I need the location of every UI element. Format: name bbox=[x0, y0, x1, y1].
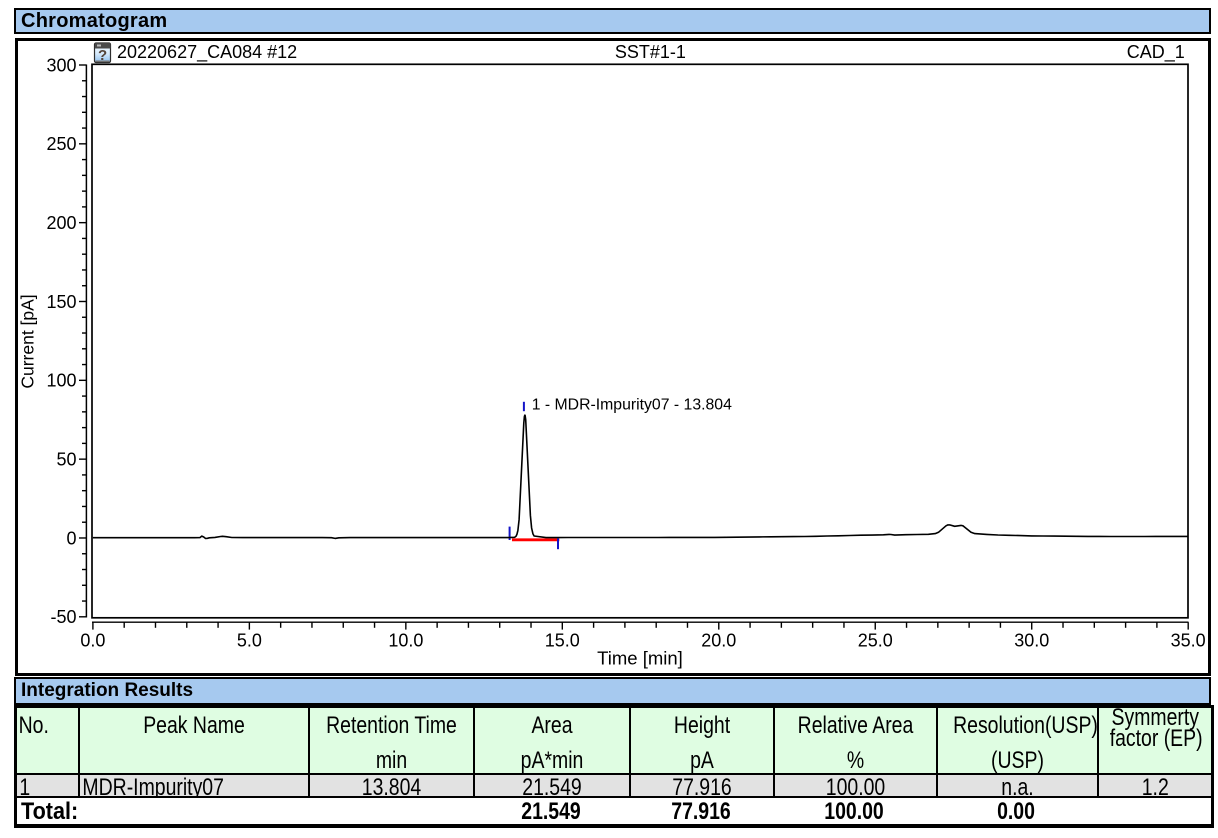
svg-text:50: 50 bbox=[56, 450, 76, 470]
svg-text:-50: -50 bbox=[50, 607, 76, 627]
svg-text:Current [pA]: Current [pA] bbox=[18, 294, 38, 388]
svg-text:35.0: 35.0 bbox=[1171, 631, 1206, 651]
svg-text:100: 100 bbox=[46, 371, 76, 391]
svg-text:30.0: 30.0 bbox=[1014, 631, 1049, 651]
svg-text:150: 150 bbox=[46, 292, 76, 312]
svg-text:10.0: 10.0 bbox=[388, 631, 423, 651]
svg-text:200: 200 bbox=[46, 213, 76, 233]
svg-text:20220627_CA084 #12: 20220627_CA084 #12 bbox=[117, 42, 297, 63]
svg-text:0.0: 0.0 bbox=[80, 631, 105, 651]
svg-text:250: 250 bbox=[46, 134, 76, 154]
svg-text:?: ? bbox=[98, 47, 107, 64]
svg-text:SST#1-1: SST#1-1 bbox=[615, 42, 686, 62]
svg-text:1 - MDR-Impurity07 - 13.804: 1 - MDR-Impurity07 - 13.804 bbox=[532, 397, 732, 414]
svg-text:20.0: 20.0 bbox=[701, 631, 736, 651]
svg-text:CAD_1: CAD_1 bbox=[1127, 42, 1185, 63]
svg-text:25.0: 25.0 bbox=[858, 631, 893, 651]
svg-text:0: 0 bbox=[66, 528, 76, 548]
svg-text:5.0: 5.0 bbox=[237, 631, 262, 651]
svg-text:15.0: 15.0 bbox=[545, 631, 580, 651]
svg-text:Time [min]: Time [min] bbox=[597, 648, 683, 669]
svg-text:300: 300 bbox=[46, 55, 76, 75]
